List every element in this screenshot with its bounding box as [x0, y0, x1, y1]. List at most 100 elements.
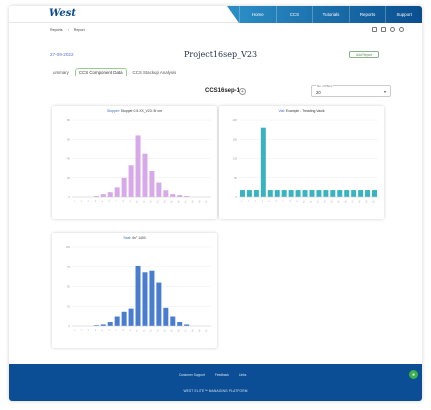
bar [170, 316, 176, 326]
x-tick-label: 10 [136, 200, 139, 204]
chart-card-seal: Seal: 4n° 1400 0 25 50 75 100 1 2 3 4 5 6 7 8 9 10 11 12… [52, 233, 217, 348]
bar [309, 190, 315, 197]
chart-title-text: : Stopper 0.5.XX_V23: 5r cm [118, 109, 163, 113]
bar [135, 265, 141, 326]
bar [239, 190, 245, 197]
x-tick-label: 9 [130, 329, 133, 332]
footer-link-feedback[interactable]: Feedback [214, 373, 229, 377]
bar [184, 324, 190, 326]
x-tick-label: 3 [88, 200, 91, 203]
chevron-down-icon: ▾ [383, 89, 386, 94]
y-tick-label: 50 [67, 285, 70, 289]
report-date: 27-09-2022 [50, 52, 74, 57]
footer-link-support[interactable]: Customer Support [179, 373, 205, 377]
nav-ccs[interactable]: CCS [275, 6, 313, 23]
breadcrumb-report: Report [73, 28, 85, 32]
bar [351, 190, 357, 197]
bar [295, 190, 301, 197]
x-tick-label: 4 [95, 329, 98, 332]
bar [372, 190, 378, 197]
nav-tutorials[interactable]: Tutorials [312, 6, 349, 23]
app-window: West Home CCS Tutorials Reports Support … [9, 6, 422, 401]
y-tick-label: 0 [69, 195, 71, 199]
report-tabs: ummary CCS Component Data CCS Stackup An… [50, 68, 179, 76]
chat-icon[interactable]: ● [409, 370, 418, 379]
bins-select-label: No. Of Bins [316, 84, 334, 88]
x-tick-label: 3 [255, 200, 258, 203]
x-tick-label: 2 [248, 200, 251, 203]
x-tick-label: 7 [116, 329, 119, 332]
x-tick-label: 5 [102, 329, 105, 332]
chart-title: Vial: Example - Treading Vaulk [219, 109, 384, 113]
bar [100, 324, 106, 326]
x-tick-label: 10 [136, 329, 139, 333]
chart-card-vial: Vial: Example - Treading Vaulk 0 50 100 150… [219, 106, 384, 219]
chart-title: Stopper: Stopper 0.5.XX_V23: 5r cm [52, 109, 217, 113]
bar [323, 190, 329, 197]
x-tick-label: 7 [283, 200, 286, 203]
settings-icon[interactable] [399, 27, 404, 32]
bar [128, 308, 134, 326]
y-tick-label: 75 [67, 265, 70, 269]
y-tick-label: 50 [234, 176, 237, 180]
x-tick-label: 14 [164, 200, 167, 204]
mail-icon[interactable] [381, 27, 386, 32]
add-report-button[interactable]: Add Report [349, 51, 379, 58]
bar [288, 190, 294, 197]
x-tick-label: 4 [262, 200, 265, 203]
x-tick-label: 5 [102, 200, 105, 203]
nav-home[interactable]: Home [239, 6, 276, 23]
bar [330, 190, 336, 197]
x-tick-label: 8 [290, 200, 293, 203]
x-tick-label: 16 [178, 200, 181, 204]
bar [142, 153, 148, 197]
bar [93, 325, 99, 326]
bar [114, 316, 120, 326]
tab-ccs-component-data[interactable]: CCS Component Data [74, 68, 127, 76]
bar [177, 322, 183, 326]
y-tick-label: 200 [233, 118, 238, 122]
x-tick-label: 1 [74, 329, 77, 332]
footer-link-links[interactable]: Links [238, 373, 247, 377]
x-tick-label: 20 [205, 329, 208, 333]
tab-ccs-stackup-analysis[interactable]: CCS Stackup Analysis [132, 69, 177, 75]
y-tick-label: 100 [66, 245, 71, 249]
x-tick-label: 13 [157, 329, 160, 333]
x-tick-label: 20 [205, 200, 208, 204]
footer-links: Customer Support Feedback Links [179, 373, 246, 377]
main-nav: Home CCS Tutorials Reports Support [227, 6, 422, 23]
bar [156, 182, 162, 197]
nav-reports[interactable]: Reports [348, 6, 386, 23]
notification-icon[interactable] [372, 27, 377, 32]
page-title: Project16sep_V23 [184, 50, 258, 59]
bar [246, 190, 252, 197]
footer: Customer Support Feedback Links WEST ELI… [9, 364, 422, 401]
x-tick-label: 8 [123, 329, 126, 332]
bar [281, 190, 287, 197]
x-tick-label: 15 [171, 200, 174, 204]
top-bar: West Home CCS Tutorials Reports Support [9, 6, 422, 23]
config-set-add-button[interactable]: + [239, 88, 246, 95]
x-tick-label: 15 [171, 329, 174, 333]
x-tick-label: 6 [109, 329, 112, 332]
breadcrumb-reports[interactable]: Reports [50, 28, 63, 32]
bar [302, 190, 308, 197]
bar [100, 194, 106, 197]
nav-support[interactable]: Support [385, 6, 422, 23]
tab-summary[interactable]: ummary [53, 69, 69, 75]
bar [135, 135, 141, 197]
west-logo[interactable]: West [49, 8, 77, 19]
user-icon[interactable] [390, 27, 395, 32]
x-tick-label: 14 [164, 329, 167, 333]
bins-select[interactable]: No. Of Bins 20 ▾ [311, 84, 391, 97]
bar [156, 282, 162, 326]
x-tick-label: 12 [150, 329, 153, 333]
x-tick-label: 5 [269, 200, 272, 203]
x-tick-label: 14 [331, 200, 334, 204]
x-tick-label: 13 [324, 200, 327, 204]
x-tick-label: 3 [88, 329, 91, 332]
x-tick-label: 18 [359, 200, 362, 204]
bar [149, 270, 155, 326]
